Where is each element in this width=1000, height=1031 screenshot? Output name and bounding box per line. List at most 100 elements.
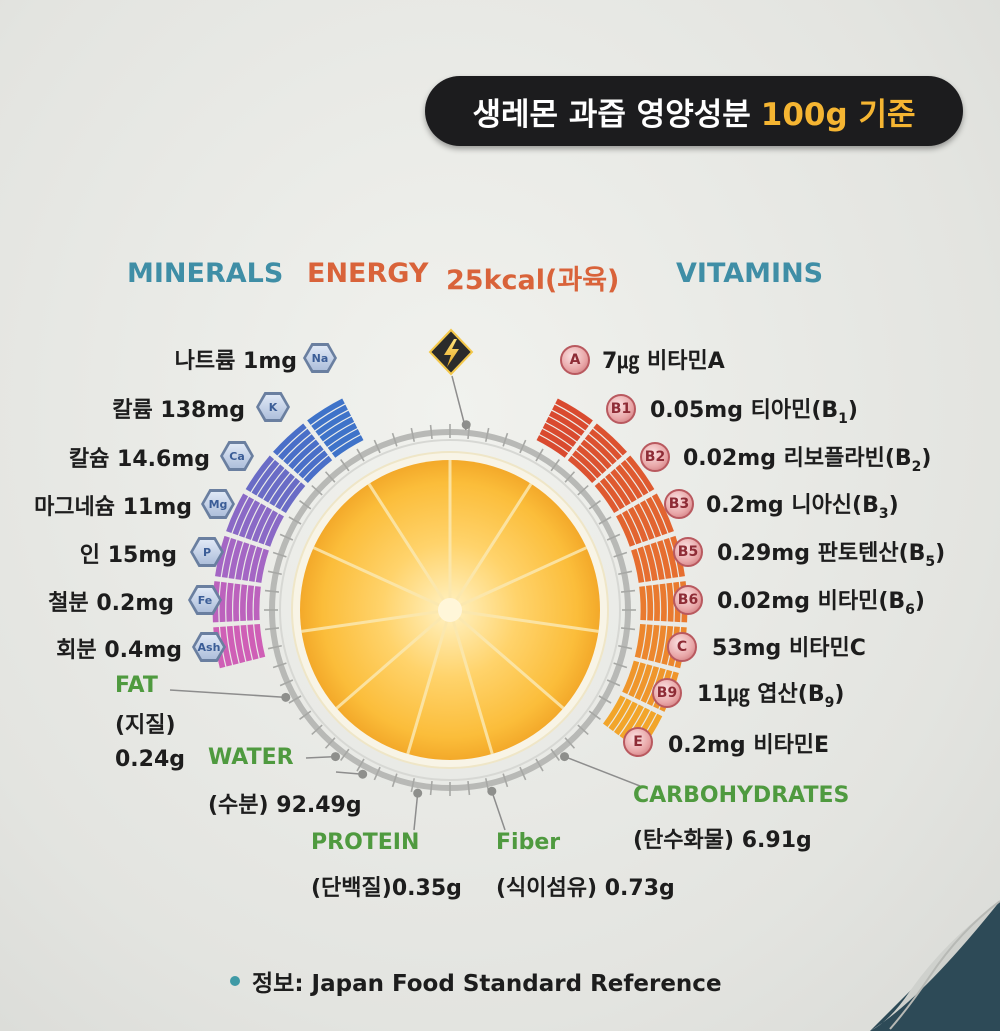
bar-segment [659, 583, 667, 622]
bar-segment [639, 586, 647, 621]
lemon-core [438, 598, 462, 622]
bar-segment [228, 540, 243, 579]
bar-segment [648, 624, 660, 662]
ring-tick [279, 533, 294, 541]
bar-segment [657, 540, 672, 579]
bar-segment [654, 625, 667, 664]
ring-tick [279, 679, 294, 687]
vitamin-b5-badge: B5 [673, 537, 703, 567]
ring-tick [340, 459, 350, 472]
ring-tick [288, 695, 302, 704]
bar-segment [233, 583, 241, 622]
protein-label: PROTEIN [311, 830, 420, 855]
bar-segment [253, 586, 261, 621]
bar-segment [239, 500, 261, 538]
ring-tick [356, 448, 365, 462]
leader-dot [330, 752, 340, 762]
ring-tick [588, 500, 601, 510]
bar-segment [593, 423, 627, 456]
mineral-label: 철분 0.2mg [48, 591, 174, 616]
ring-tick [484, 427, 490, 442]
bar-segment [651, 493, 674, 534]
bar-segment [536, 435, 569, 458]
ring-tick [288, 516, 302, 525]
protein-leader [413, 793, 419, 831]
bar-segment [639, 500, 661, 538]
bar-segment [258, 510, 278, 545]
ring-tick [299, 500, 312, 510]
mineral-bar [307, 398, 364, 458]
ring-tick [311, 724, 323, 736]
ring-tick [373, 766, 381, 781]
mineral-label: 인 15mg [79, 543, 177, 568]
water-leader [305, 755, 336, 759]
ring-tick [429, 780, 433, 796]
bar-segment [555, 398, 593, 425]
bar-segment [619, 704, 644, 740]
mineral-label: 회분 0.4mg [56, 638, 182, 663]
segment-membrane [406, 609, 452, 755]
bar-segment [572, 450, 602, 479]
mineral-label: 칼륨 138mg [112, 398, 245, 423]
bar-segment [257, 464, 285, 500]
ring-tick [324, 471, 336, 483]
bar-segment [634, 623, 646, 659]
bar-segment [594, 482, 619, 513]
bar-segment [221, 537, 237, 578]
lightning-bolt-icon [428, 328, 474, 376]
bar-segment [666, 582, 674, 622]
bar-segment [603, 695, 626, 728]
bar-segment [599, 477, 625, 510]
leader-dot [358, 769, 368, 779]
vitamin-label: 53mg 비타민C [712, 636, 866, 661]
ca-element-icon: Ca [220, 441, 254, 471]
mineral-bar [226, 493, 284, 547]
segment-membrane [448, 609, 494, 755]
fat-label: FAT [115, 673, 158, 698]
bar-segment [311, 404, 348, 431]
ring-tick [606, 533, 621, 541]
ring-tick [535, 758, 544, 772]
ring-tick [324, 737, 336, 749]
bar-segment [663, 537, 679, 578]
segment-membrane [449, 546, 588, 612]
fat-leader [169, 689, 286, 699]
vitamin-label: 0.2mg 니아신(B3) [706, 493, 899, 522]
bar-segment [610, 468, 637, 503]
bar-segment [303, 455, 333, 483]
bar-segment [589, 428, 622, 461]
segment-membrane [449, 608, 565, 710]
title-pill: 생레몬 과즙 영양성분 100g 기준 [425, 76, 963, 146]
ring-tick [564, 471, 576, 483]
bar-segment [584, 434, 617, 465]
mineral-bar [215, 535, 269, 583]
bar-segment [631, 548, 645, 583]
carbs-value-row: (탄수화물) 6.91g [633, 828, 812, 853]
vitamin-c-badge: C [667, 632, 697, 662]
vitamin-e-badge: E [623, 727, 653, 757]
water-value-row: (수분) 92.49g [208, 793, 362, 818]
bar-segment [644, 544, 658, 581]
bar-segment [645, 585, 654, 621]
bar-segment [641, 624, 653, 660]
bar-segment [637, 546, 652, 582]
bar-segment [650, 542, 665, 580]
energy-value: 25kcal(과육) [446, 265, 620, 296]
bar-segment [645, 496, 668, 536]
bar-segment [542, 422, 577, 447]
leader-lines [169, 420, 641, 831]
ring-tick [564, 737, 576, 749]
bar-segment [219, 581, 227, 623]
segment-membrane [335, 608, 451, 710]
segment-membrane [448, 483, 533, 611]
ring-tick [410, 778, 416, 793]
ring-tick [535, 448, 544, 462]
inner-ring-line [279, 439, 621, 781]
ring-tick [356, 758, 365, 772]
title-basis: 100g 기준 [760, 96, 916, 133]
mg-element-icon: Mg [201, 489, 235, 519]
bar-segment [247, 624, 259, 660]
fat-kr-label: (지질) [115, 713, 176, 738]
bar-segment [215, 535, 230, 577]
